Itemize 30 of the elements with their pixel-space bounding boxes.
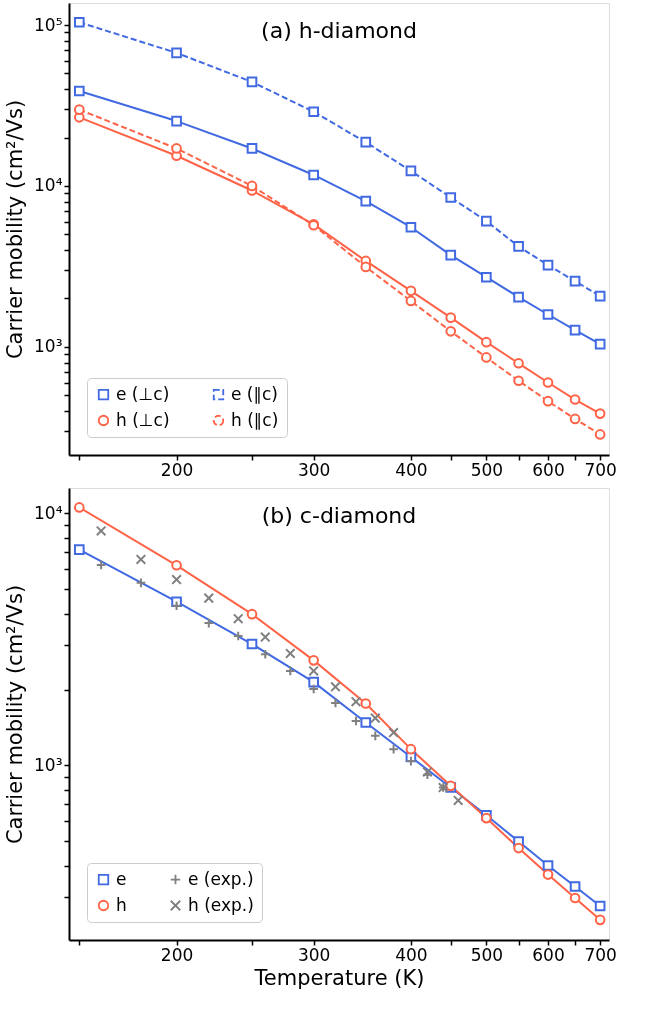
y-axis-title: Carrier mobility (cm²/Vs)	[3, 99, 28, 360]
y-tick-label: 10³	[34, 336, 63, 357]
legend-label: h (∥c)	[231, 409, 279, 430]
x-tick-label: 600	[532, 459, 565, 480]
x-axis-title: Temperature (K)	[253, 965, 425, 990]
x-tick-label: 200	[160, 944, 194, 965]
y-tick-label: 10³	[34, 754, 63, 775]
y-axis-title: Carrier mobility (cm²/Vs)	[3, 584, 28, 845]
text: (b) c-diamond	[261, 503, 417, 528]
legend-label: h (⊥c)	[116, 409, 170, 430]
y-tick-label: 10⁴	[34, 175, 63, 196]
y-tick-label: 10⁴	[34, 502, 63, 523]
x-tick-label: 400	[395, 944, 428, 965]
legend-label: e (⊥c)	[116, 383, 170, 404]
legend-label: e (∥c)	[231, 383, 278, 404]
x-tick-label: 700	[584, 459, 617, 480]
x-tick-label: 200	[160, 459, 194, 480]
x-tick-label: 600	[532, 944, 565, 965]
x-tick-label: 700	[584, 944, 617, 965]
legend-label: h (exp.)	[188, 894, 254, 915]
x-tick-label: 300	[297, 944, 331, 965]
y-tick-label: 10⁵	[34, 14, 63, 35]
x-tick-label: 500	[470, 944, 504, 965]
x-tick-label: 300	[297, 459, 331, 480]
text: (a) h-diamond	[261, 18, 417, 43]
legend-label: e	[116, 868, 127, 889]
legend-label: h	[116, 894, 127, 915]
x-tick-label: 500	[470, 459, 504, 480]
legend-label: e (exp.)	[188, 868, 254, 889]
x-tick-label: 400	[395, 459, 428, 480]
